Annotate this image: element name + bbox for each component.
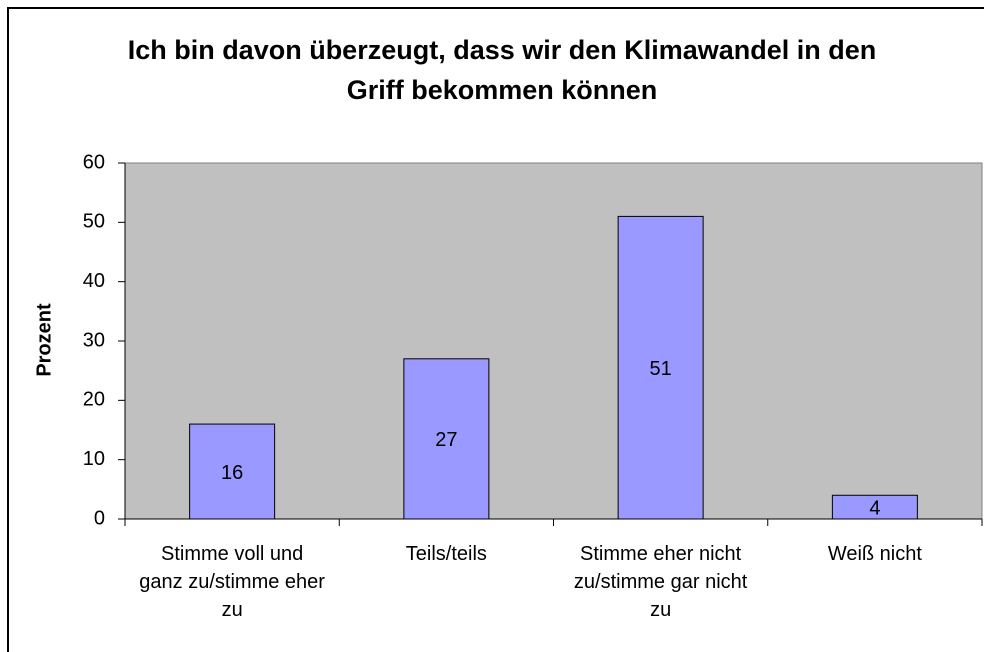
y-axis-label: Prozent (33, 303, 55, 377)
y-tick-label: 60 (83, 151, 105, 173)
y-tick-label: 30 (83, 329, 105, 351)
y-tick-label: 0 (94, 507, 105, 529)
value-label: 16 (221, 462, 243, 484)
value-label: 27 (435, 429, 457, 451)
value-label: 51 (650, 358, 672, 380)
bar (617, 215, 704, 520)
bar (403, 358, 490, 520)
bar (189, 423, 276, 520)
x-tick-label: Weiß nicht (827, 543, 922, 565)
x-tick-label: Stimme eher nicht zu/stimme gar nicht zu (573, 543, 748, 621)
y-tick-label: 50 (83, 211, 105, 233)
chart-title-box: Ich bin davon überzeugt, dass wir den Kl… (92, 30, 912, 110)
bar (831, 494, 918, 520)
y-tick-label: 20 (83, 389, 105, 411)
chart-title: Ich bin davon überzeugt, dass wir den Kl… (127, 35, 877, 105)
x-tick-label: Teils/teils (405, 543, 487, 565)
y-tick-label: 40 (83, 270, 105, 292)
x-tick-label: Stimme voll und ganz zu/stimme eher zu (139, 543, 325, 621)
value-label: 4 (869, 497, 880, 519)
y-tick-label: 10 (83, 448, 105, 470)
